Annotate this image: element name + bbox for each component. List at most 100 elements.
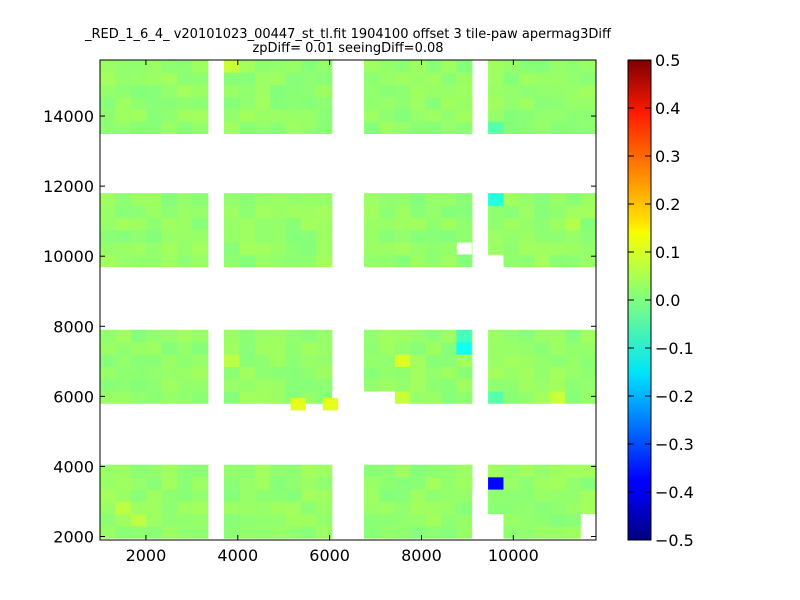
heatmap-cell [316,229,333,243]
heatmap-cell [316,489,333,502]
heatmap-cell [300,342,317,355]
heatmap-cell [207,193,209,206]
heatmap-cell [394,525,411,539]
heatmap-cell [364,464,380,478]
heatmap-cell [161,354,178,367]
heatmap-cell [379,254,396,268]
heatmap-cell [425,193,442,206]
heatmap-cell [192,513,209,527]
heatmap-cell [379,464,396,478]
heatmap-cell [115,60,132,73]
heatmap-cell [394,84,411,98]
heatmap-cell [161,489,178,502]
heatmap-cell [456,84,473,98]
heatmap-cell [115,513,132,527]
heatmap-cell [161,391,178,404]
heatmap-cell [580,217,597,231]
heatmap-cell [192,489,209,502]
heatmap-cell [549,84,566,98]
heatmap-cell [270,229,286,243]
colorbar-tick-label: −0.3 [655,435,694,454]
heatmap-cell [410,193,427,206]
heatmap-cell [176,217,193,231]
heatmap-cell [518,84,535,98]
heatmap-cell [322,398,339,411]
heatmap-cell [518,329,535,343]
heatmap-cell [394,242,411,255]
heatmap-cell [100,329,116,343]
heatmap-cell [518,109,535,122]
heatmap-cell [239,60,256,73]
heatmap-cell [192,391,209,404]
heatmap-cell [534,242,551,255]
heatmap-cell [580,121,597,134]
heatmap-cell [316,254,333,268]
heatmap-cell [207,525,209,539]
heatmap-cell [364,242,380,255]
heatmap-cell [130,501,147,515]
heatmap-cell [224,476,240,490]
heatmap-cell [410,366,427,380]
heatmap-cell [316,513,333,527]
heatmap-cell [425,525,442,539]
heatmap-cell [270,254,286,268]
heatmap-cell [207,72,209,85]
heatmap-cell [285,501,302,515]
heatmap-cell [192,205,209,219]
heatmap-cell [176,121,193,134]
y-tick-label: 14000 [43,107,94,126]
heatmap-cell [115,109,132,122]
heatmap-cell [488,476,504,490]
heatmap-cell [254,501,271,515]
heatmap-cell [176,513,193,527]
heatmap-cell [254,329,271,343]
heatmap-cell [364,378,380,392]
heatmap-cell [290,398,306,411]
heatmap-cell [207,96,209,110]
heatmap-cell [115,84,132,98]
heatmap-cell [410,205,427,219]
heatmap-cell [300,217,317,231]
heatmap-cell [270,193,286,206]
heatmap-cell [115,193,132,206]
heatmap-cell [115,217,132,231]
heatmap-cell [410,513,427,527]
heatmap-cell [192,354,209,367]
heatmap-cell [130,242,147,255]
heatmap-cell [130,464,147,478]
heatmap-cell [207,366,209,380]
heatmap-cell [285,513,302,527]
heatmap-cell [300,366,317,380]
heatmap-cell [518,354,535,367]
heatmap-cell [410,217,427,231]
heatmap-cell [331,72,333,85]
heatmap-cell [441,121,457,134]
heatmap-cell [394,96,411,110]
heatmap-cell [239,109,256,122]
heatmap-cell [285,464,302,478]
heatmap-cell [410,525,427,539]
heatmap-cell [364,525,380,539]
heatmap-cell [441,501,457,515]
heatmap-cell [425,72,442,85]
heatmap-cell [394,229,411,243]
heatmap-cell [425,205,442,219]
heatmap-cell [565,84,581,98]
heatmap-cell [224,217,240,231]
heatmap-cell [316,84,333,98]
heatmap-cell [239,217,256,231]
heatmap-cell [441,205,457,219]
colorbar-tick-label: −0.1 [655,339,694,358]
heatmap-cell [549,242,566,255]
heatmap-cell [285,329,302,343]
heatmap-cell [130,476,147,490]
heatmap-cell [580,329,597,343]
heatmap-cell [300,60,317,73]
heatmap-cell [207,391,209,404]
heatmap-cell [239,96,256,110]
heatmap-cell [316,96,333,110]
heatmap-cell [239,329,256,343]
heatmap-cell [580,229,597,243]
heatmap-cell [456,121,473,134]
heatmap-cell [130,72,147,85]
